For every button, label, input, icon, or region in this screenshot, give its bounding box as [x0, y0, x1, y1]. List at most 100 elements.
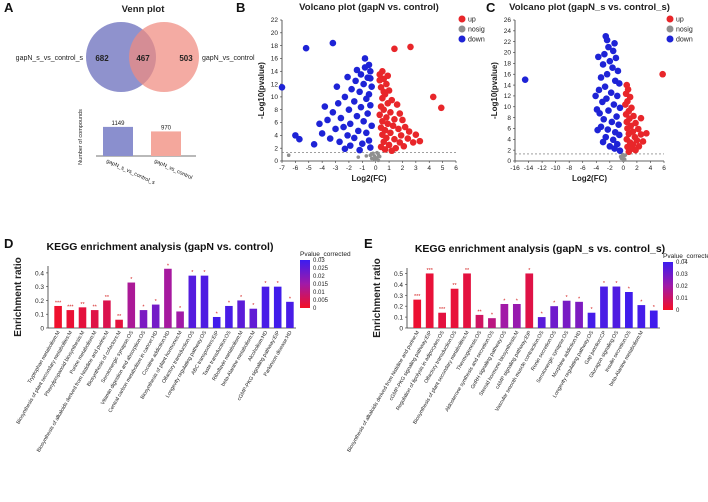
volcano-b-point-nosig — [375, 150, 379, 155]
volcano-b-x-tick-label: -7 — [279, 165, 285, 172]
volcano-b-point-down — [367, 101, 374, 109]
volcano-b-point-up — [389, 122, 397, 130]
volcano-c-x-tick-label: -8 — [566, 165, 572, 172]
kegg-e-bar-significance: * — [615, 281, 618, 287]
volcano-b-point-up — [379, 94, 386, 102]
kegg-e-bar — [625, 292, 633, 328]
kegg-e-bar-significance: * — [553, 301, 556, 307]
kegg-e-bar — [550, 306, 559, 328]
volcano-b-point-up — [405, 128, 413, 135]
volcano-c-point-down — [609, 47, 617, 55]
kegg-d-bar — [164, 268, 172, 328]
inset-bar-category: gapN_vs_control — [153, 158, 193, 181]
kegg-e-bar — [649, 310, 658, 328]
volcano-c-point-down — [606, 57, 614, 65]
volcano-b-point-down — [367, 144, 374, 151]
kegg-e-bar — [463, 273, 471, 328]
volcano-b-point-down — [329, 39, 337, 47]
volcano-b-point-down — [354, 127, 362, 135]
volcano-b-x-tick-label: -2 — [346, 165, 352, 172]
kegg-d-bar — [286, 301, 294, 328]
kegg-d-legend-tick: 0.01 — [313, 290, 325, 296]
panel-label-e: E — [364, 236, 373, 251]
kegg-e-bar-significance: * — [491, 313, 494, 319]
volcano-b-point-up — [381, 146, 389, 153]
kegg-d-bar-significance: * — [179, 306, 182, 312]
kegg-d-bar-significance: * — [216, 311, 219, 317]
kegg-e-bar — [637, 305, 646, 328]
volcano-b-point-down — [356, 146, 363, 154]
volcano-c-point-up — [639, 138, 647, 145]
kegg-e-bar — [600, 286, 608, 328]
volcano-b-point-up — [387, 129, 394, 137]
volcano-c-x-tick-label: 0 — [622, 165, 626, 172]
volcano-b-x-label: Log2(FC) — [351, 174, 386, 183]
volcano-c-point-up — [624, 125, 631, 132]
kegg-e-bar-significance: ** — [452, 283, 457, 289]
kegg-d-y-label: Enrichment ratio — [13, 257, 24, 336]
inset-bar-value: 970 — [161, 125, 172, 131]
kegg-e-bar-significance: *** — [426, 268, 433, 274]
volcano-b-y-tick-label: 10 — [271, 94, 279, 101]
inset-bar-value: 1149 — [112, 121, 126, 127]
volcano-b-y-tick-label: 14 — [271, 68, 279, 75]
kegg-d-bar — [261, 286, 270, 328]
volcano-c-y-tick-label: 16 — [504, 71, 512, 78]
volcano-c-x-tick-label: -2 — [607, 165, 613, 172]
volcano-c-point-down — [607, 89, 615, 96]
kegg-d-bar-significance: * — [277, 281, 280, 287]
panel-label-a: A — [4, 0, 14, 15]
volcano-c-x-label: Log2(FC) — [572, 174, 607, 183]
volcano-c-x-tick-label: 4 — [649, 165, 653, 172]
kegg-d-bar — [151, 304, 160, 328]
volcano-c-legend-marker — [666, 35, 674, 43]
volcano-b-point-up — [400, 142, 408, 150]
kegg-d-bar-significance: * — [142, 305, 145, 311]
volcano-b-y-tick-label: 4 — [274, 133, 278, 140]
kegg-d-legend-tick: 0.02 — [313, 274, 325, 280]
volcano-c-y-tick-label: 26 — [504, 17, 512, 24]
volcano-b-point-down — [357, 103, 365, 111]
volcano-c-point-up — [625, 148, 633, 156]
kegg-e-bar-significance: * — [541, 312, 544, 318]
kegg-d-bar — [176, 311, 184, 328]
volcano-b-y-tick-label: 8 — [274, 107, 278, 114]
kegg-d-bar — [225, 305, 233, 328]
kegg-e-bar-significance: * — [578, 296, 581, 302]
kegg-d-bar-significance: * — [191, 270, 194, 276]
volcano-c-point-down — [595, 86, 603, 94]
volcano-b-point-up — [380, 138, 388, 146]
volcano-b-point-down — [367, 67, 374, 75]
kegg-d-bar-significance: * — [130, 277, 133, 283]
volcano-b-point-up — [404, 135, 412, 142]
kegg-d-legend-tick: 0 — [313, 306, 317, 312]
kegg-e-legend-bar — [663, 262, 673, 310]
venn-count-intersection: 467 — [136, 54, 150, 63]
volcano-c-point-down — [612, 54, 620, 62]
volcano-b-point-up — [376, 111, 384, 119]
volcano-c-point-down — [609, 64, 616, 72]
volcano-b-point-down — [333, 83, 341, 90]
volcano-b-x-tick-label: -5 — [306, 165, 312, 172]
kegg-d-legend-tick: 0.025 — [313, 266, 329, 272]
volcano-c-y-tick-label: 6 — [507, 126, 511, 133]
kegg-e-y-label: Enrichment ratio — [372, 258, 383, 337]
venn-circle-right — [129, 22, 199, 92]
volcano-b-y-tick-label: 6 — [274, 120, 278, 127]
volcano-b-y-tick-label: 0 — [274, 158, 278, 165]
volcano-c-legend-marker — [666, 25, 674, 33]
volcano-b-point-up — [396, 110, 404, 117]
kegg-e-legend-tick: 0.04 — [676, 260, 688, 266]
volcano-b-point-down — [344, 132, 351, 139]
kegg-e-y-tick-label: 0.5 — [394, 271, 403, 278]
volcano-b-point-down — [329, 108, 337, 116]
kegg-d-bar-significance: * — [155, 299, 158, 305]
volcano-b-point-down — [363, 95, 370, 103]
volcano-b-title: Volcano plot (gapN vs. control) — [299, 2, 439, 13]
volcano-b-x-tick-label: 6 — [454, 165, 458, 172]
volcano-c-point-down — [597, 74, 605, 81]
volcano-c-y-tick-label: 4 — [507, 137, 511, 144]
volcano-b-point-up — [387, 108, 394, 116]
volcano-b-point-up — [407, 43, 414, 51]
